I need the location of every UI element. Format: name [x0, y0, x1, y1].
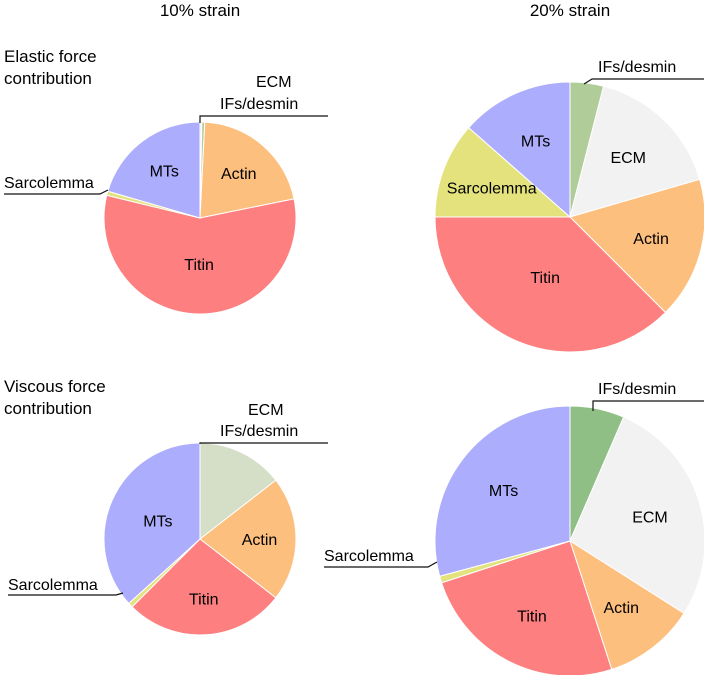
pie-0-label-titin: Titin	[184, 257, 214, 274]
pie-2-label-ifs-desmin: IFs/desmin	[220, 423, 298, 440]
pie-0-leader-ifs-desmin	[199, 115, 328, 123]
pie-0-leader-sarcolemma	[4, 189, 109, 195]
column-title-20-strain: 20% strain	[530, 1, 610, 20]
pie-3-label-ifs-desmin: IFs/desmin	[598, 381, 676, 398]
pie-2-label-ecm: ECM	[248, 402, 284, 419]
pie-1-slice-actin	[569, 178, 704, 314]
pie-1-leader-ifs-desmin	[583, 78, 704, 85]
pie-1-slice-sarcolemma	[434, 127, 572, 218]
pie-1-label-ecm: ECM	[610, 150, 646, 167]
pie-1-slice-mts	[468, 81, 571, 219]
pie-2-label-sarcolemma: Sarcolemma	[8, 577, 98, 594]
pie-2-leader-ifs-desmin	[199, 442, 328, 444]
row-title-viscous-line1: Viscous force	[4, 377, 106, 396]
pie-2-label-actin: Actin	[242, 532, 278, 549]
pie-3-label-ecm: ECM	[632, 509, 668, 526]
pie-3-slice-actin	[569, 539, 685, 671]
row-title-viscous-line2: contribution	[4, 399, 92, 418]
pie-3-label-mts: MTs	[489, 483, 518, 500]
pie-0-label-ecm: ECM	[256, 74, 292, 91]
pie-1-slice-ecm	[569, 85, 701, 218]
pie-3-slice-ecm	[569, 416, 704, 615]
pie-2-slice-actin	[199, 479, 297, 599]
row-title-elastic-line1: Elastic force	[4, 47, 97, 66]
pie-3-label-actin: Actin	[604, 600, 640, 617]
pie-0-slice-mts	[107, 121, 201, 219]
pie-2-slice-mts	[103, 442, 201, 605]
pie-1-label-sarcolemma: Sarcolemma	[447, 180, 537, 197]
pie-0-slice-titin	[103, 194, 297, 315]
column-title-10-strain: 10% strain	[160, 1, 240, 20]
pie-3-leader-sarcolemma	[324, 561, 438, 568]
labels-group: ECM IFs/desmin Actin Titin Sarcolemma MTs IFs/…	[4, 59, 704, 626]
pie-1-label-mts: MTs	[521, 134, 550, 151]
pie-1-label-titin: Titin	[530, 270, 560, 287]
pie-0-label-actin: Actin	[221, 166, 257, 183]
pie-0-label-sarcolemma: Sarcolemma	[4, 175, 94, 192]
pie-1-slice-titin	[434, 216, 667, 353]
pie-2-label-titin: Titin	[189, 591, 219, 608]
pie-0-label-mts: MTs	[150, 163, 179, 180]
pie-2-leader-sarcolemma	[8, 592, 124, 596]
pie-0-slice-actin	[199, 121, 295, 219]
pie-1-label-ifs-desmin: IFs/desmin	[598, 59, 676, 76]
pie-0-label-ifs-desmin: IFs/desmin	[220, 96, 298, 113]
pie-3-slice-mts	[434, 405, 571, 577]
pie-3-slice-titin	[440, 540, 613, 675]
pie-3-label-sarcolemma: Sarcolemma	[324, 548, 414, 565]
pie-1-label-actin: Actin	[633, 231, 669, 248]
pie-2-label-mts: MTs	[143, 513, 172, 530]
pies-group	[103, 81, 704, 675]
row-title-elastic-line2: contribution	[4, 69, 92, 88]
pie-3-leader-ifs-desmin	[592, 400, 704, 411]
pie-3-label-titin: Titin	[517, 609, 547, 626]
pie-2-slice-titin	[131, 538, 277, 636]
